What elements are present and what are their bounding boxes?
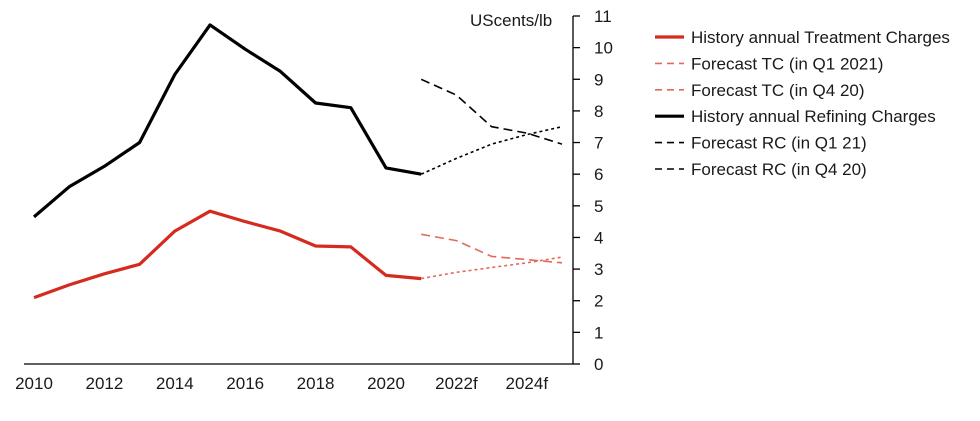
- x-tick-label: 2016: [226, 374, 264, 393]
- legend-entry-label: Forecast RC (in Q4 20): [691, 160, 867, 179]
- legend-entry-label: Forecast TC (in Q4 20): [691, 81, 865, 100]
- series-line-5: [420, 125, 563, 175]
- y-tick-label: 5: [594, 197, 603, 216]
- y-tick-label: 10: [594, 39, 613, 58]
- y-tick-label: 6: [594, 165, 603, 184]
- y-tick-label: 4: [594, 228, 603, 247]
- y-axis: 0 1 2 3 4 5 6 7 8 9 10 11: [572, 7, 613, 374]
- legend-entry-label: Forecast TC (in Q1 2021): [691, 54, 883, 73]
- y-tick-label: 7: [594, 134, 603, 153]
- y-tick-label: 2: [594, 292, 603, 311]
- legend-entry-label: History annual Treatment Charges: [691, 28, 950, 47]
- legend: History annual Treatment Charges Forecast…: [655, 28, 950, 179]
- y-tick-label: 0: [594, 355, 603, 374]
- series-line-3: [421, 233, 563, 264]
- x-tick-label: 2022f: [435, 374, 478, 393]
- x-tick-label: 2024f: [506, 374, 549, 393]
- y-tick-label: 9: [594, 70, 603, 89]
- y-tick-label: 1: [594, 323, 603, 342]
- legend-entry-label: Forecast RC (in Q1 21): [691, 134, 867, 153]
- y-axis-unit-label: UScents/lb: [470, 11, 552, 30]
- plot-area: [32, 23, 563, 300]
- series-line-2: [421, 256, 563, 280]
- series-line-4: [32, 23, 422, 219]
- x-tick-label: 2018: [297, 374, 335, 393]
- x-tick-label: 2020: [367, 374, 405, 393]
- y-tick-label: 3: [594, 260, 603, 279]
- x-tick-label: 2014: [156, 374, 194, 393]
- x-tick-label: 2012: [85, 374, 123, 393]
- series-line-1: [33, 209, 422, 300]
- x-tick-label: 2010: [15, 374, 53, 393]
- x-axis: 2010 2012 2014 2016 2018 2020 2022f 2024f: [15, 363, 573, 393]
- series-line-6: [420, 78, 563, 145]
- y-tick-label: 11: [594, 7, 612, 26]
- legend-entry-label: History annual Refining Charges: [691, 107, 936, 126]
- y-tick-label: 8: [594, 102, 603, 121]
